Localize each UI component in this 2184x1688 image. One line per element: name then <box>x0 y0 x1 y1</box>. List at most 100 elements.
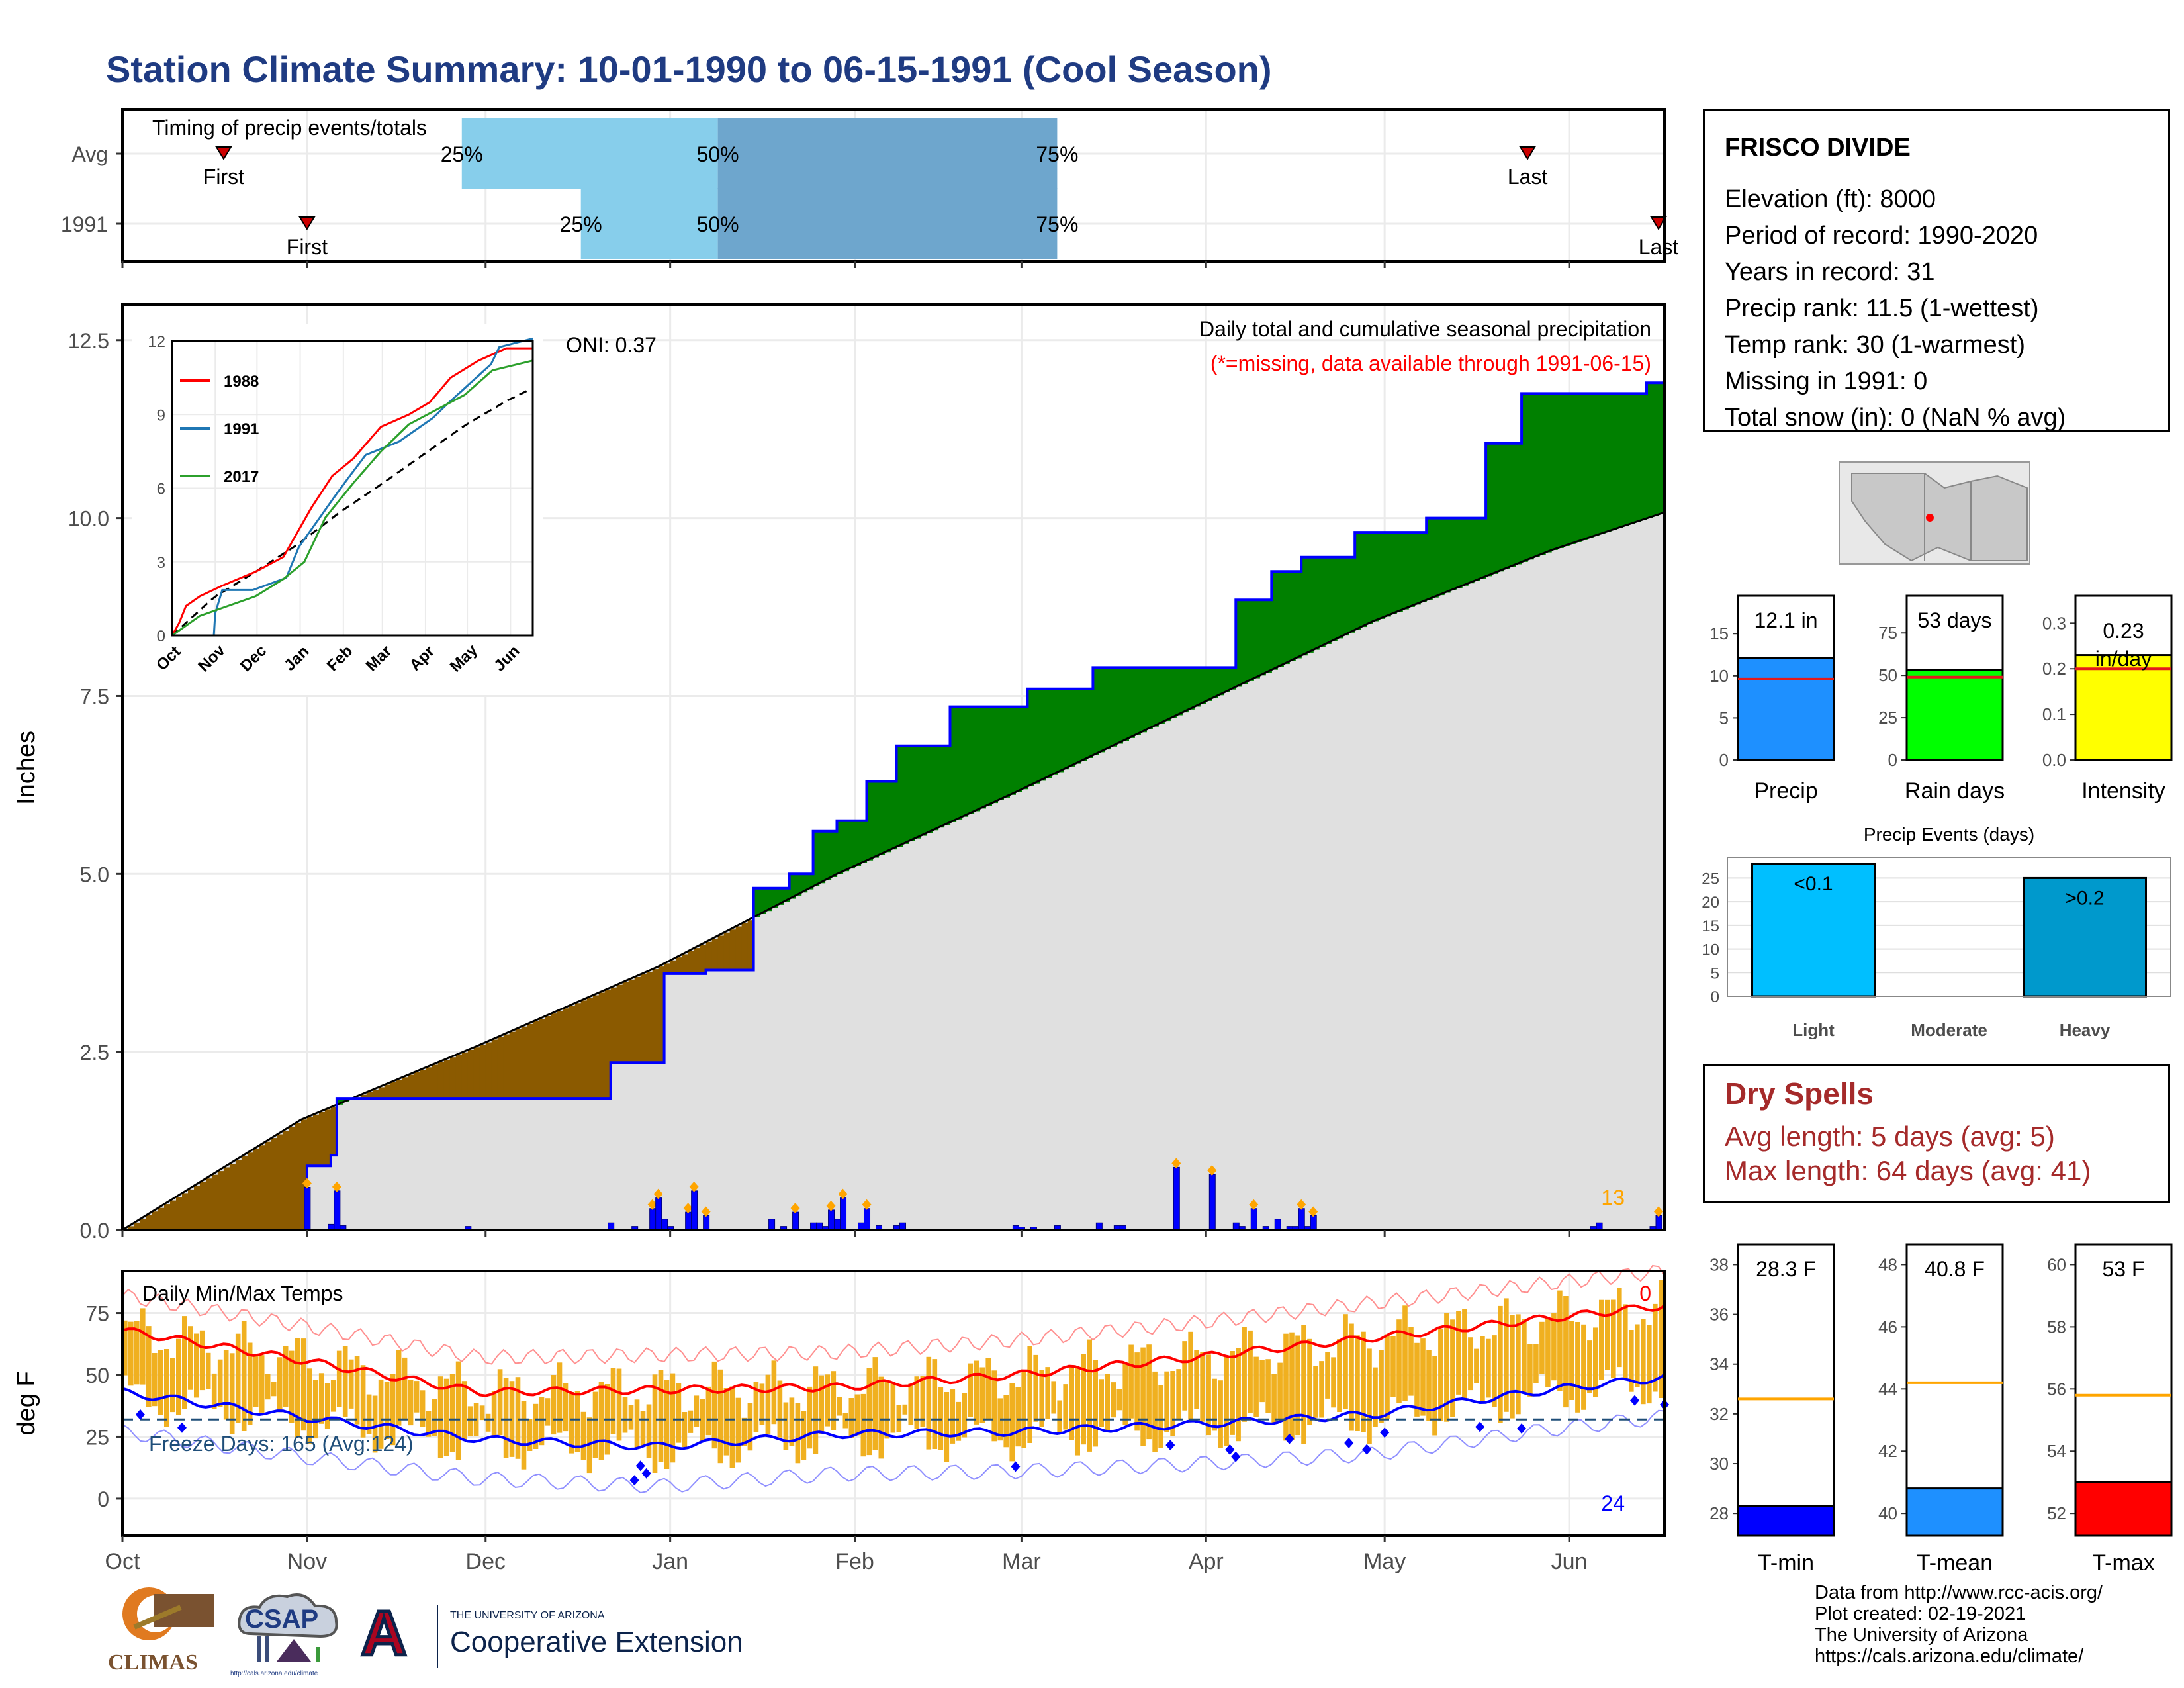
record-low-marker <box>629 1475 639 1486</box>
daily-temp-bar <box>467 1406 473 1436</box>
month-label: Dec <box>466 1549 506 1574</box>
deficit-area-slice <box>259 1145 266 1230</box>
daily-temp-bar <box>1635 1324 1640 1387</box>
daily-temp-bar <box>1134 1352 1140 1431</box>
summary-bar-label: Rain days <box>1905 778 2005 804</box>
surplus-area-slice <box>1271 571 1278 670</box>
daily-temp-bar <box>134 1321 140 1385</box>
deficit-area-slice <box>289 1127 296 1230</box>
daily-temp-bar <box>1128 1344 1134 1419</box>
surplus-area-slice <box>1432 518 1439 598</box>
last-event-marker <box>1519 146 1536 160</box>
daily-temp-bar <box>1379 1350 1384 1423</box>
daily-temp-bar <box>598 1382 604 1460</box>
daily-temp-bar <box>1069 1365 1074 1440</box>
events-frame <box>1727 857 2171 997</box>
deficit-area-slice <box>443 1060 451 1099</box>
daily-temp-bar <box>658 1370 664 1462</box>
daily-temp-bar <box>414 1381 420 1413</box>
events-tick-label: 10 <box>1702 941 1719 959</box>
daily-temp-bar <box>610 1368 616 1434</box>
daily-temp-bar <box>402 1357 408 1421</box>
surplus-area-slice <box>1450 518 1457 590</box>
surplus-area-slice <box>1081 688 1087 761</box>
deficit-area-slice <box>461 1052 469 1099</box>
deficit-area-slice <box>515 1029 522 1098</box>
precip-events-chart: Precip Events (days) 0 5 10 15 20 25 <0.1 Light M… <box>1702 824 2171 1039</box>
surplus-area-slice <box>902 745 909 844</box>
deficit-area-slice <box>723 932 731 970</box>
surplus-area-slice <box>1379 532 1385 619</box>
daily-temp-bar <box>259 1355 265 1413</box>
daily-precip-bar <box>334 1190 341 1231</box>
surplus-area-slice <box>1230 667 1236 690</box>
tsum-tick-label: 32 <box>1709 1404 1729 1424</box>
tsum-tick-label: 30 <box>1709 1454 1729 1474</box>
deficit-area-slice <box>640 974 647 1063</box>
daily-temp-bar <box>295 1338 300 1438</box>
daily-temp-bar <box>1194 1350 1199 1409</box>
daily-temp-bar <box>956 1401 962 1441</box>
surplus-area-slice <box>848 820 856 869</box>
daily-temp-bar <box>1170 1371 1175 1436</box>
daily-temp-bar <box>1337 1339 1342 1412</box>
daily-temp-bar <box>205 1352 211 1389</box>
daily-temp-bar <box>318 1373 324 1424</box>
events-bar-value: <0.1 <box>1794 873 1833 895</box>
daily-precip-bar <box>840 1197 847 1231</box>
surplus-area-slice <box>1134 667 1141 735</box>
daily-temp-bar <box>676 1383 682 1443</box>
deficit-area-slice <box>176 1197 183 1230</box>
daily-precip-marker <box>647 1199 657 1210</box>
surplus-area-slice <box>801 874 808 893</box>
surplus-area-slice <box>1087 688 1093 758</box>
daily-temp-bar <box>1563 1296 1569 1408</box>
daily-temp-bar <box>1236 1348 1241 1442</box>
daily-temp-bar <box>1057 1400 1062 1432</box>
precip-y-tick-label: 2.5 <box>80 1041 109 1064</box>
daily-temp-bar <box>170 1358 175 1413</box>
daily-temp-bar <box>1641 1319 1646 1405</box>
record-low-marker <box>1630 1395 1640 1406</box>
temp-y-tick-label: 0 <box>97 1487 109 1511</box>
events-tick-label: 5 <box>1711 964 1719 982</box>
record-low-marker <box>1380 1427 1390 1438</box>
deficit-area-slice <box>170 1200 177 1230</box>
deficit-area-slice <box>563 1008 570 1099</box>
daily-temp-bar <box>235 1333 241 1423</box>
daily-precip-bar <box>1173 1166 1180 1231</box>
daily-temp-bar <box>1331 1357 1336 1408</box>
surplus-area-slice <box>1188 667 1195 710</box>
tsum-tick-label: 44 <box>1878 1379 1897 1399</box>
daily-temp-bar <box>1146 1344 1152 1440</box>
info-missing: Missing in 1991: 0 <box>1725 367 1928 395</box>
surplus-area-slice <box>1468 518 1475 584</box>
daily-precip-bar <box>828 1209 835 1231</box>
daily-precip-bar <box>661 1219 668 1231</box>
deficit-area-slice <box>426 1067 433 1099</box>
daily-temp-bar <box>1545 1319 1551 1387</box>
csap-logo: CSAP http://cals.arizona.edu/climate <box>230 1587 349 1683</box>
daily-temp-bar <box>634 1399 640 1449</box>
daily-temp-bar <box>1271 1374 1277 1423</box>
surplus-area-slice <box>962 706 969 817</box>
tsum-tick-label: 34 <box>1709 1354 1729 1374</box>
daily-precip-bar <box>649 1208 657 1231</box>
daily-temp-bar <box>289 1350 295 1423</box>
deficit-area-slice <box>646 972 653 1063</box>
daily-temp-bar <box>426 1411 432 1437</box>
surplus-area-slice <box>1176 667 1183 716</box>
climas-text: CLIMAS <box>108 1650 199 1675</box>
timing-label-25: 25% <box>441 142 483 166</box>
daily-temp-bar <box>563 1383 569 1432</box>
deficit-area-slice <box>182 1193 189 1230</box>
surplus-area-slice <box>777 888 784 905</box>
daily-temp-bar <box>1414 1342 1420 1417</box>
daily-temp-bar <box>813 1366 819 1454</box>
surplus-area-slice <box>974 706 980 812</box>
daily-precip-bar <box>792 1211 799 1231</box>
daily-temp-bar <box>991 1370 997 1442</box>
daily-temp-bar <box>640 1411 646 1446</box>
deficit-area-slice <box>527 1023 534 1099</box>
